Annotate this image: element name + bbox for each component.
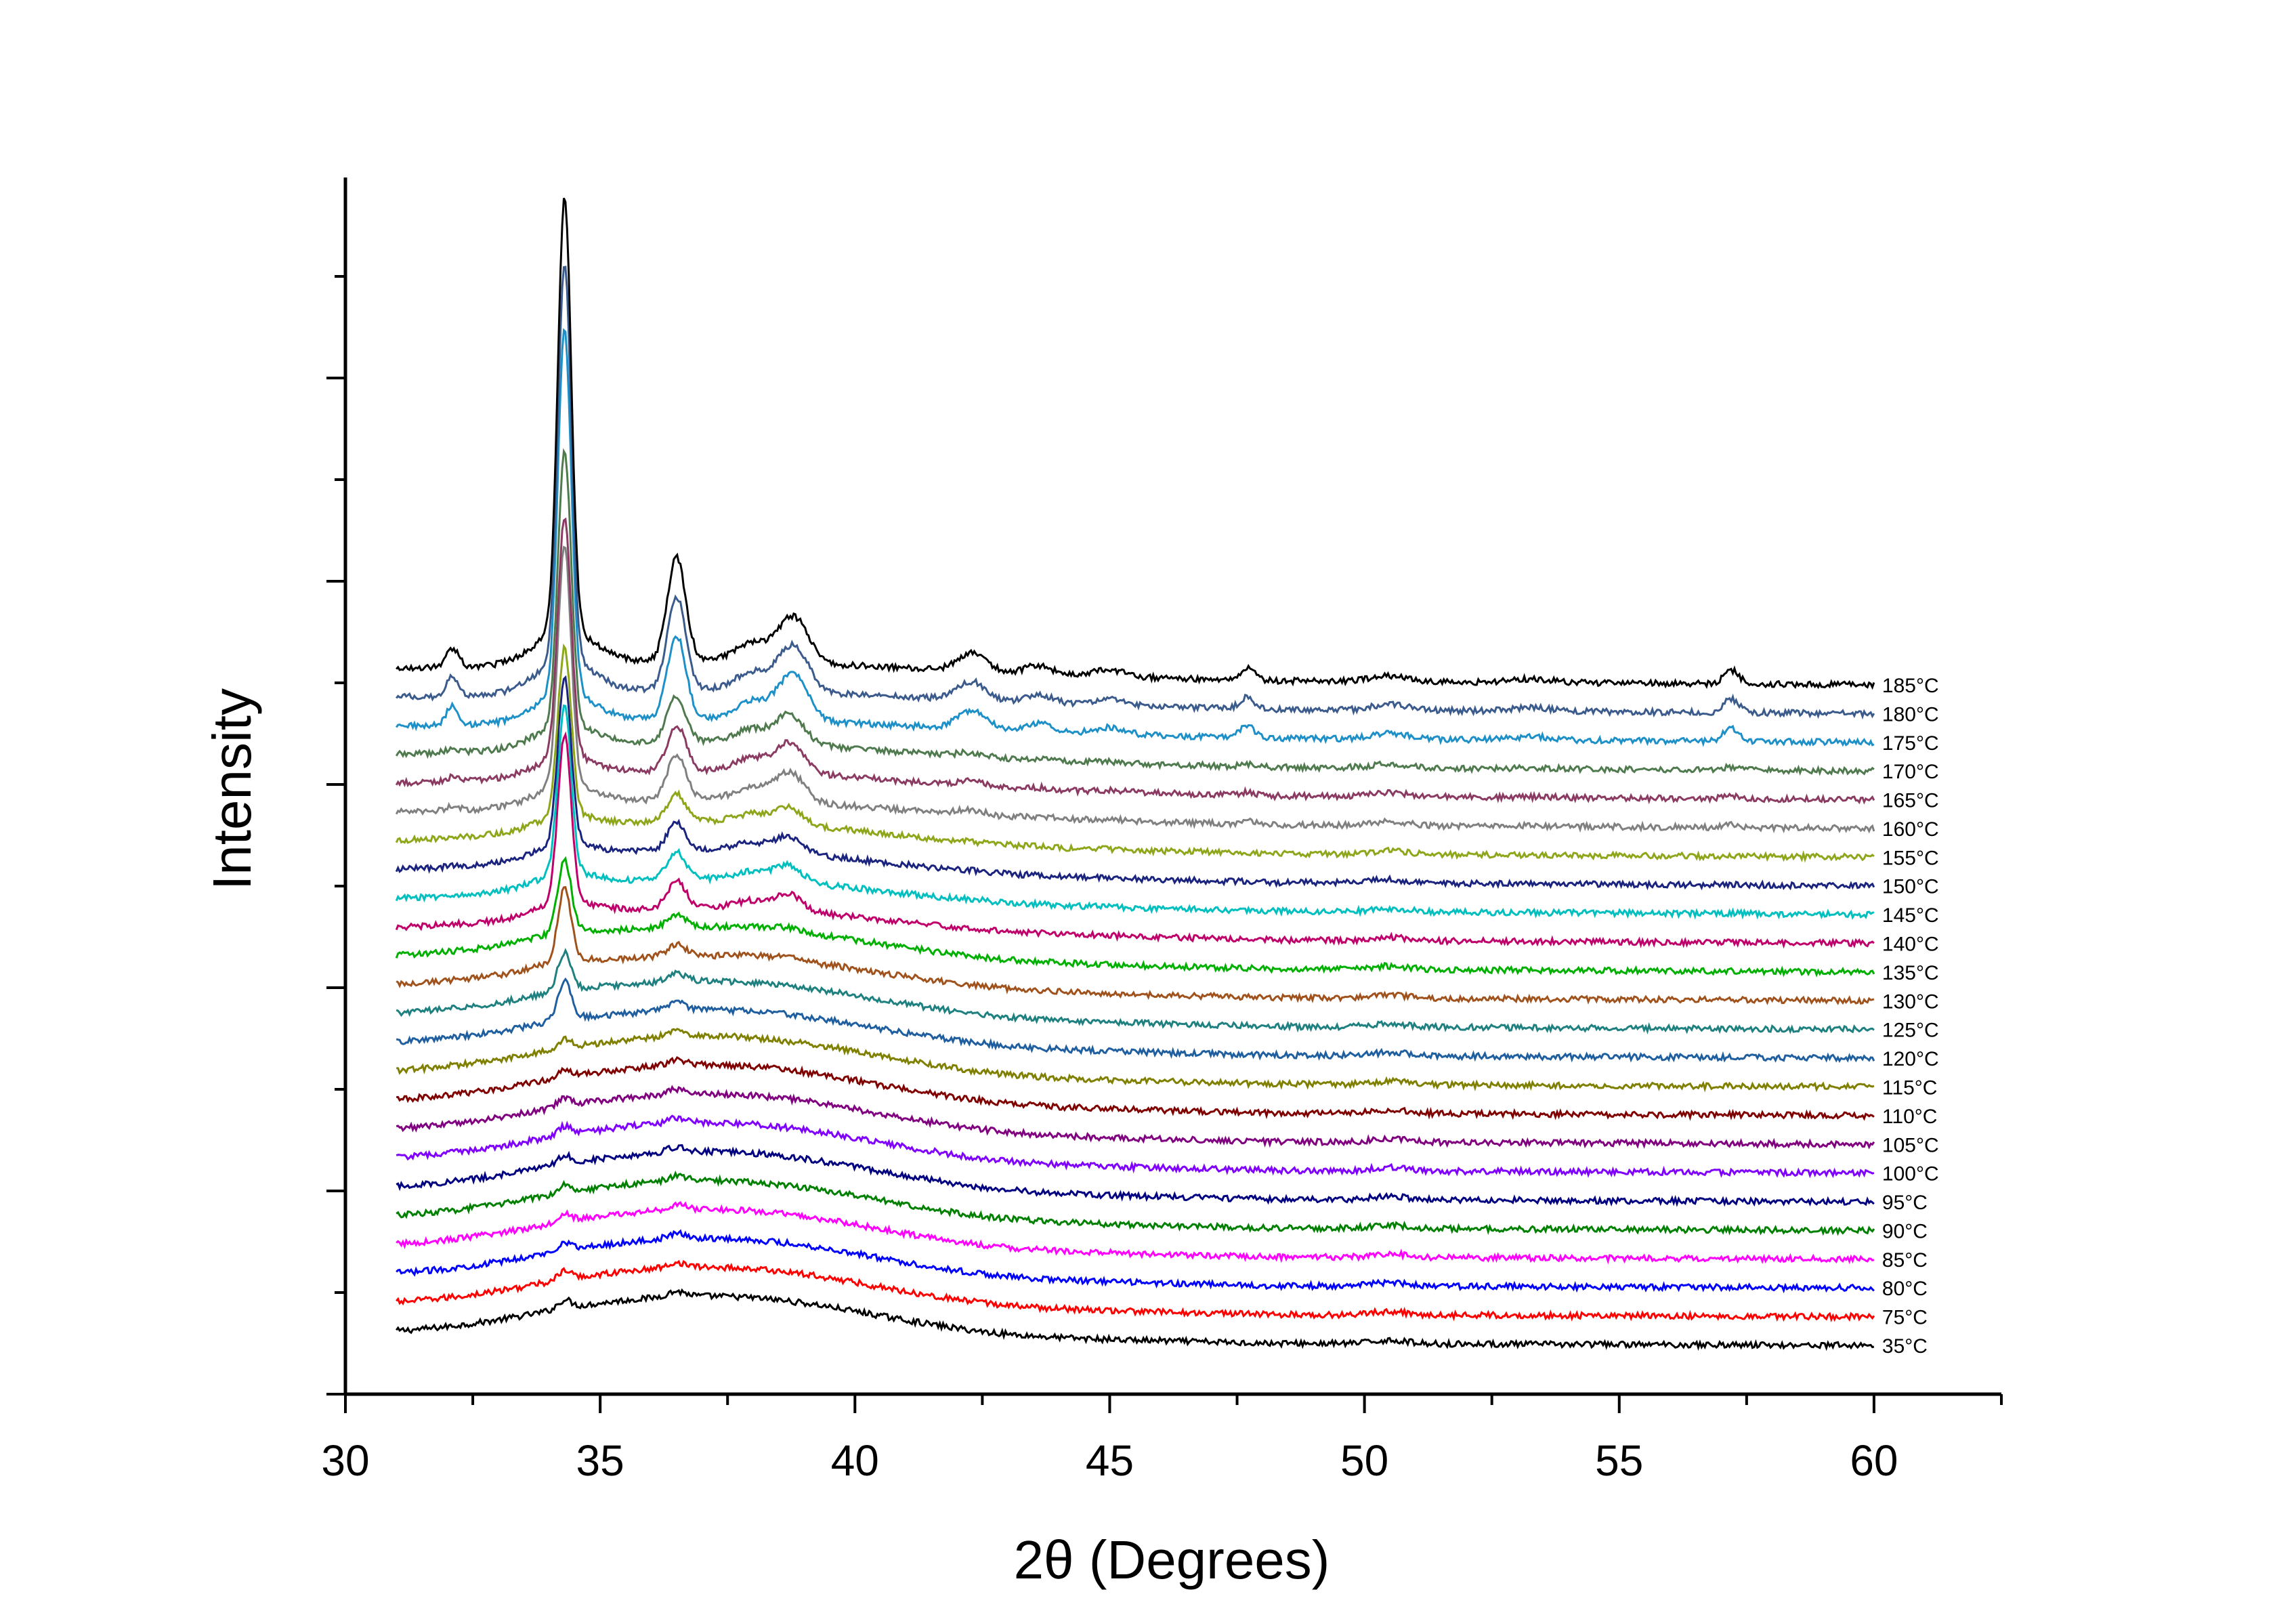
series-label: 160°C [1882,818,1939,841]
series-label: 140°C [1882,934,1939,956]
series-line [396,977,1875,1063]
series-label: 130°C [1882,990,1939,1013]
x-tick-label: 45 [1086,1436,1134,1485]
series-label: 95°C [1882,1192,1928,1214]
series-line [395,704,1875,921]
series-label: 35°C [1882,1335,1928,1358]
series-line [396,1055,1875,1121]
x-tick-label: 55 [1595,1436,1643,1485]
series-label: 175°C [1882,732,1939,755]
series-line [396,948,1875,1034]
series-label: 145°C [1882,904,1939,927]
series-label: 170°C [1882,761,1939,783]
series-label: 85°C [1882,1249,1928,1272]
series-label: 80°C [1882,1278,1928,1300]
series-line [396,1200,1875,1265]
series-line [395,731,1875,949]
x-tick-label: 50 [1340,1436,1388,1485]
x-tick-label: 40 [831,1436,879,1485]
series-line [396,266,1875,720]
series-label: 100°C [1882,1163,1939,1186]
series-line [396,885,1875,1005]
series-label: 105°C [1882,1134,1939,1156]
series-label: 110°C [1882,1106,1938,1128]
series-line [396,1144,1875,1207]
series-labels: 35°C 75°C 80°C 85°C 90°C 95°C 100°C 105°C 110°C 1… [1882,675,1939,1358]
x-axis-label: 2θ (Degrees) [1014,1530,1330,1590]
series-label: 185°C [1882,675,1939,697]
x-tick-label: 30 [321,1436,369,1485]
series-label: 90°C [1882,1220,1928,1242]
y-axis-label: Intensity [202,688,262,890]
series-line [396,1170,1875,1236]
series-line [395,856,1875,978]
series-line [396,1085,1875,1150]
series-label: 135°C [1882,962,1939,984]
series-line [396,1229,1875,1294]
series-line [396,197,1875,690]
series-label: 150°C [1882,876,1939,898]
series-line [395,545,1875,834]
series-line [396,1288,1875,1351]
x-tick-label: 35 [576,1436,624,1485]
series-label: 165°C [1882,790,1939,812]
series-line [396,1028,1875,1093]
x-tick-label: 60 [1850,1436,1898,1485]
traces [395,197,1875,1351]
series-label: 115°C [1882,1076,1938,1099]
series-line [395,675,1875,891]
series-label: 120°C [1882,1048,1939,1070]
axes: 30 35 40 45 50 55 60 [321,177,2003,1485]
series-line [396,1114,1875,1179]
series-label: 75°C [1882,1307,1928,1329]
series-line [395,448,1875,776]
series-label: 180°C [1882,703,1939,726]
series-label: 155°C [1882,847,1939,869]
series-line [395,643,1875,863]
series-line [395,517,1875,805]
series-line [395,328,1875,747]
series-line [396,1259,1875,1322]
series-label: 125°C [1882,1020,1939,1042]
